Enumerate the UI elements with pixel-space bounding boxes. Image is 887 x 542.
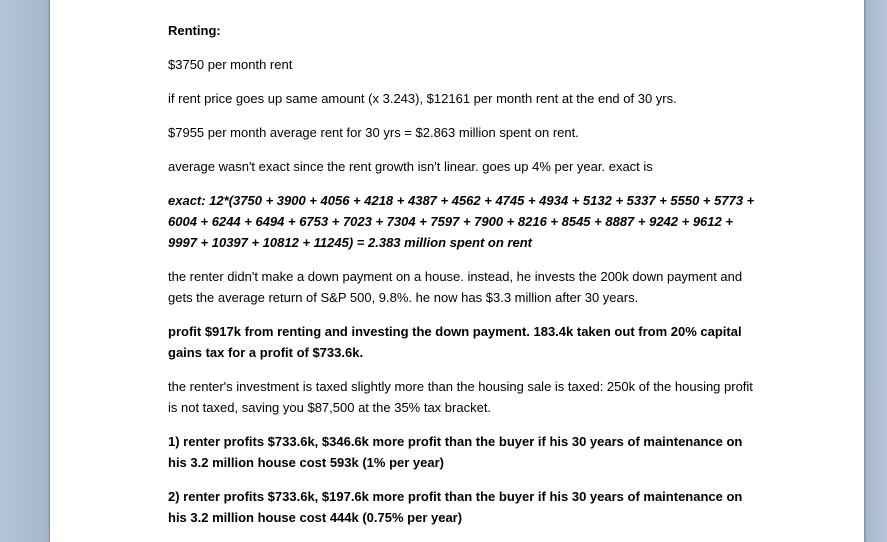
- paragraph-scenario-1: 1) renter profits $733.6k, $346.6k more …: [168, 434, 743, 470]
- paragraph-tax-note: the renter's investment is taxed slightl…: [168, 379, 753, 415]
- document-page[interactable]: Renting: $3750 per month rent if rent pr…: [50, 0, 864, 542]
- paragraph-average-rent: $7955 per month average rent for 30 yrs …: [168, 125, 579, 140]
- paragraph-profit: profit $917k from renting and investing …: [168, 324, 742, 360]
- workspace-right-margin: [865, 0, 887, 542]
- paragraph-rent-increase: if rent price goes up same amount (x 3.2…: [168, 91, 677, 106]
- paragraph-scenario-2: 2) renter profits $733.6k, $197.6k more …: [168, 489, 743, 525]
- paragraph-monthly-rent: $3750 per month rent: [168, 57, 293, 72]
- heading-renting: Renting:: [168, 23, 221, 38]
- paragraph-average-note: average wasn't exact since the rent grow…: [168, 159, 653, 174]
- document-body[interactable]: Renting: $3750 per month rent if rent pr…: [168, 20, 758, 541]
- paragraph-exact-calculation: exact: 12*(3750 + 3900 + 4056 + 4218 + 4…: [168, 193, 755, 250]
- workspace-left-margin: [0, 0, 48, 542]
- paragraph-investment: the renter didn't make a down payment on…: [168, 269, 743, 305]
